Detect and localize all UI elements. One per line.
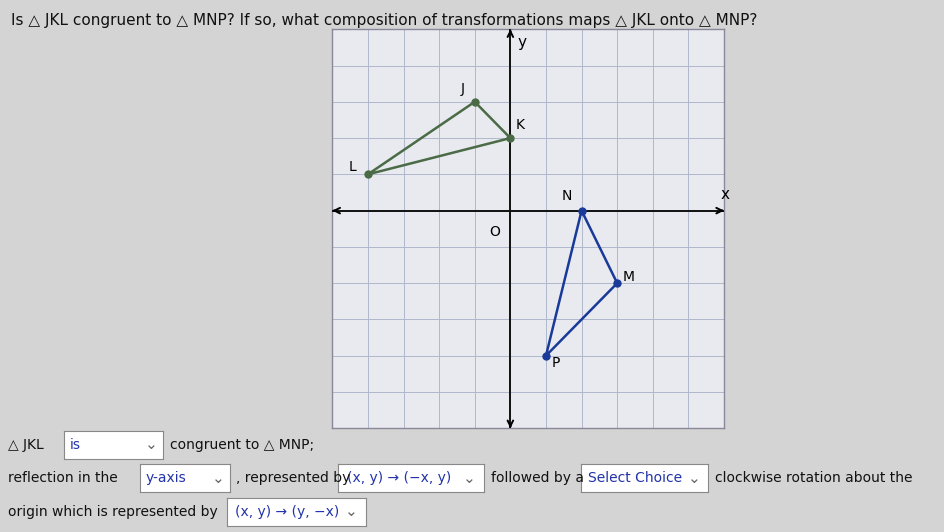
Text: J: J (461, 82, 464, 96)
Text: K: K (515, 118, 525, 132)
Text: (x, y) → (y, −x): (x, y) → (y, −x) (235, 505, 339, 519)
Text: N: N (562, 189, 572, 203)
Text: y: y (517, 35, 527, 49)
Text: reflection in the: reflection in the (8, 471, 117, 485)
Text: y-axis: y-axis (145, 471, 186, 485)
Text: ⌄: ⌄ (346, 504, 358, 519)
Text: is: is (70, 438, 81, 452)
Text: L: L (348, 160, 356, 174)
Text: ⌄: ⌄ (212, 471, 225, 486)
Text: ⌄: ⌄ (687, 471, 700, 486)
Text: ⌄: ⌄ (144, 437, 158, 452)
Text: P: P (551, 355, 560, 370)
Text: followed by a: followed by a (491, 471, 584, 485)
Text: (x, y) → (−x, y): (x, y) → (−x, y) (346, 471, 451, 485)
Text: , represented by: , represented by (236, 471, 350, 485)
Text: Is △ JKL congruent to △ MNP? If so, what composition of transformations maps △ J: Is △ JKL congruent to △ MNP? If so, what… (11, 13, 758, 28)
Text: △ JKL: △ JKL (8, 438, 43, 452)
Text: clockwise rotation about the: clockwise rotation about the (715, 471, 912, 485)
Text: x: x (720, 187, 730, 202)
Text: congruent to △ MNP;: congruent to △ MNP; (170, 438, 314, 452)
Text: ⌄: ⌄ (463, 471, 476, 486)
Text: Select Choice: Select Choice (588, 471, 683, 485)
Text: origin which is represented by: origin which is represented by (8, 505, 217, 519)
Text: O: O (489, 225, 499, 239)
Text: M: M (622, 270, 634, 285)
